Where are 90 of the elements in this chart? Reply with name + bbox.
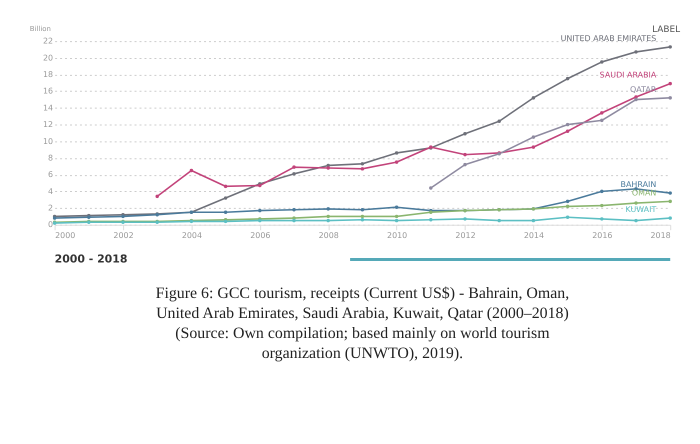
x-tick-label: 2004 xyxy=(182,231,202,240)
point xyxy=(292,218,296,222)
point xyxy=(224,196,228,200)
point xyxy=(532,218,536,222)
point xyxy=(360,214,364,218)
point xyxy=(497,218,501,222)
y-tick-label: 8 xyxy=(48,153,54,162)
series-label: SAUDI ARABIA xyxy=(600,70,657,80)
point xyxy=(224,210,228,214)
point xyxy=(463,152,467,156)
point xyxy=(394,214,398,218)
text: LABEL xyxy=(652,25,680,36)
y-tick-label: 20 xyxy=(43,53,54,62)
point xyxy=(326,166,330,170)
y-tick-label: 10 xyxy=(43,136,54,146)
point xyxy=(326,214,330,218)
point xyxy=(566,204,570,208)
line-series xyxy=(155,82,672,198)
point xyxy=(566,216,570,219)
y-tick-label: 22 xyxy=(43,36,54,46)
point xyxy=(292,172,296,176)
point xyxy=(326,207,330,211)
y-tick-label: 16 xyxy=(43,86,54,96)
x-tick-label: 2006 xyxy=(250,231,270,240)
x-tick-label: 2008 xyxy=(318,231,339,240)
point xyxy=(668,82,672,86)
point xyxy=(634,201,638,205)
x-tick-label: 2000 xyxy=(55,231,76,240)
point xyxy=(497,120,501,123)
point xyxy=(394,151,398,155)
point xyxy=(155,194,159,198)
point xyxy=(360,162,364,166)
point xyxy=(360,167,364,171)
point xyxy=(600,217,604,221)
point xyxy=(600,190,604,194)
text: Figure 6: GCC tourism, receipts (Current US$) - Bahrain, Oman, United Arab Emirates, Saudi Arabia, Kuwait, Qatar (2000–2018) (Source: Own compilation; based mainly on world tourism organization (UNWTO), 2019). xyxy=(156,285,570,362)
point xyxy=(292,165,296,169)
point xyxy=(463,132,467,136)
point xyxy=(668,191,672,195)
y-tick-label: 4 xyxy=(48,186,54,196)
point xyxy=(463,217,467,221)
y-tick-label: 6 xyxy=(48,170,54,180)
series-label: OMAN xyxy=(632,188,656,198)
point xyxy=(429,186,433,190)
series-label: BAHRAIN xyxy=(620,180,656,190)
text: 2000 - 2018 xyxy=(54,252,128,266)
point xyxy=(668,216,672,220)
y-tick-label: 2 xyxy=(48,204,54,213)
x-tick-label: 2016 xyxy=(592,231,612,240)
point xyxy=(634,218,638,222)
point xyxy=(326,218,330,222)
point xyxy=(532,145,536,149)
point xyxy=(634,98,638,102)
y-tick-label: 18 xyxy=(43,70,54,79)
point xyxy=(394,218,398,222)
point xyxy=(429,218,433,222)
point xyxy=(668,45,672,49)
point xyxy=(292,208,296,212)
point xyxy=(600,204,604,208)
x-tick-label: 2002 xyxy=(113,231,134,240)
point xyxy=(394,206,398,209)
point xyxy=(566,130,570,133)
point xyxy=(360,218,364,222)
series-label: QATAR xyxy=(630,84,657,94)
x-tick-label: 2010 xyxy=(387,231,408,240)
point xyxy=(600,60,604,64)
point xyxy=(600,111,604,115)
series-label: KUWAIT xyxy=(625,205,656,214)
point xyxy=(360,208,364,212)
x-tick-label: 2012 xyxy=(455,231,476,240)
point xyxy=(566,76,570,80)
y-tick-label: 12 xyxy=(43,120,54,130)
y-tick-label: 14 xyxy=(43,103,54,112)
point xyxy=(532,96,536,100)
point xyxy=(668,96,672,100)
point xyxy=(566,122,570,126)
x-tick-label: 2014 xyxy=(524,231,544,240)
point xyxy=(532,135,536,139)
point xyxy=(463,162,467,166)
point xyxy=(190,168,194,172)
point xyxy=(566,200,570,204)
y-tick-label: 0 xyxy=(48,220,54,230)
point xyxy=(224,184,228,188)
point xyxy=(668,200,672,204)
point xyxy=(258,208,262,212)
series-label: UNITED ARAB EMIRATES xyxy=(560,34,656,43)
point xyxy=(634,50,638,54)
point xyxy=(394,160,398,164)
point xyxy=(600,118,604,122)
x-tick-label: 2018 xyxy=(650,231,671,240)
